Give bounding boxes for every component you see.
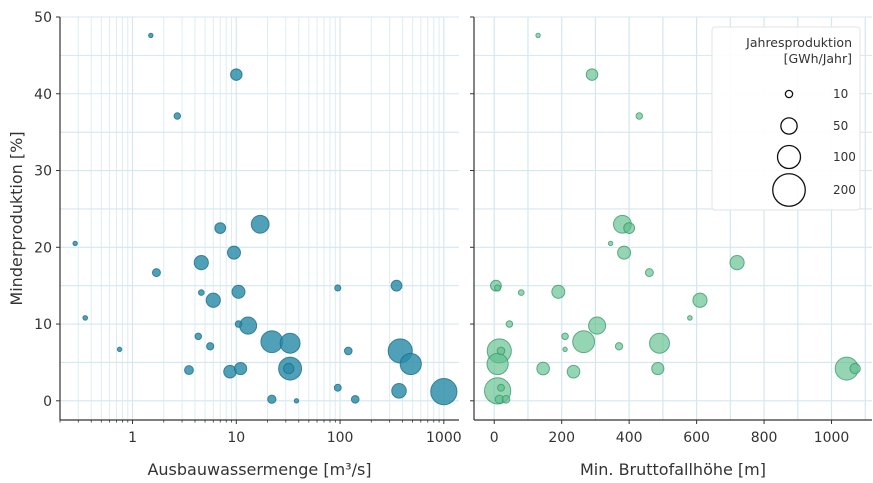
data-point [194, 332, 203, 341]
right-points [483, 32, 861, 405]
data-point [193, 255, 209, 271]
data-point [230, 68, 243, 81]
left-grid [59, 16, 459, 420]
data-point [279, 332, 301, 354]
data-point [486, 352, 509, 376]
data-point [350, 394, 360, 404]
data-point [536, 361, 550, 376]
data-point [501, 394, 511, 404]
data-point [687, 315, 693, 321]
data-point [250, 214, 270, 234]
data-point [391, 383, 407, 399]
y-tick-label: 10 [34, 317, 52, 333]
left-x-axis-label: Ausbauwassermenge [m³/s] [147, 460, 371, 479]
data-point [585, 68, 599, 81]
data-point [635, 112, 644, 120]
data-point [231, 284, 246, 299]
left-ticks: 1 10 100 1000 0 10 20 30 40 50 [34, 10, 461, 446]
legend-label: 50 [833, 119, 848, 133]
data-point [116, 346, 123, 353]
data-point [692, 292, 708, 308]
legend-title: Jahresproduktion [745, 35, 852, 50]
data-point [390, 279, 403, 292]
data-point [617, 245, 632, 260]
data-point [588, 316, 607, 335]
x-tick-label: 0 [490, 430, 499, 446]
x-tick-label: 800 [751, 430, 778, 446]
right-x-axis-label: Min. Bruttofallhöhe [m] [580, 460, 766, 479]
x-tick-label: 10 [227, 430, 245, 446]
data-point [197, 289, 205, 296]
left-y-axis-label: Minderproduktion [%] [7, 131, 26, 305]
data-point [239, 316, 258, 335]
data-point [551, 284, 566, 299]
data-point [343, 346, 353, 356]
data-point [205, 292, 221, 308]
data-point [614, 342, 624, 351]
data-point [82, 315, 89, 321]
data-point [234, 320, 243, 328]
data-point [148, 32, 154, 39]
data-point [572, 330, 596, 354]
data-point [517, 289, 525, 296]
data-point [293, 398, 300, 404]
left-points [72, 32, 458, 406]
data-point [151, 268, 161, 278]
data-point [535, 32, 541, 39]
data-point [206, 342, 215, 351]
legend-marker [772, 173, 806, 207]
data-point [649, 332, 670, 354]
data-point [623, 222, 636, 234]
legend-label: 10 [833, 87, 848, 101]
data-point [562, 346, 568, 353]
legend-label: 200 [833, 183, 856, 197]
y-tick-label: 40 [34, 87, 52, 103]
data-point [72, 240, 78, 247]
x-tick-label: 200 [548, 430, 575, 446]
legend-marker [776, 144, 802, 170]
data-point [260, 330, 284, 354]
data-point [496, 346, 506, 356]
x-tick-label: 600 [683, 430, 710, 446]
y-tick-label: 30 [34, 164, 52, 180]
y-tick-label: 0 [43, 394, 52, 410]
data-point [226, 245, 241, 260]
data-point [234, 361, 248, 376]
data-point [184, 365, 194, 376]
left-panel: 1 10 100 1000 0 10 20 30 40 50 Ausbauwassermenge … [7, 10, 462, 479]
data-point [267, 394, 277, 404]
size-legend: Jahresproduktion[GWh/Jahr] 10 50 100 200 [711, 26, 861, 211]
data-point [607, 240, 614, 247]
data-point [334, 284, 342, 292]
data-point [494, 284, 502, 292]
y-tick-label: 50 [34, 10, 52, 26]
data-point [430, 377, 458, 406]
data-point [333, 383, 342, 392]
legend-title: [GWh/Jahr] [784, 51, 852, 66]
data-point [644, 268, 654, 278]
data-point [214, 222, 227, 234]
x-tick-label: 1000 [814, 430, 850, 446]
right-panel: 0 200 400 600 800 1000 Min. Bruttofallhöhe [m… [470, 16, 872, 479]
legend-marker [780, 117, 798, 135]
legend-label: 100 [833, 150, 856, 164]
data-point [505, 320, 514, 328]
right-ticks: 0 200 400 600 800 1000 [470, 16, 850, 446]
data-point [497, 383, 505, 392]
legend-marker [784, 89, 794, 99]
x-tick-label: 1 [128, 430, 137, 446]
data-point [566, 364, 581, 379]
data-point [283, 362, 295, 375]
data-point [651, 361, 665, 376]
y-tick-label: 20 [34, 240, 52, 256]
data-point [173, 112, 182, 120]
x-tick-label: 400 [616, 430, 643, 446]
data-point [729, 255, 745, 271]
data-point [849, 362, 861, 375]
x-tick-label: 1000 [426, 430, 462, 446]
x-tick-label: 100 [327, 430, 354, 446]
data-point [561, 332, 569, 341]
data-point [399, 352, 422, 376]
